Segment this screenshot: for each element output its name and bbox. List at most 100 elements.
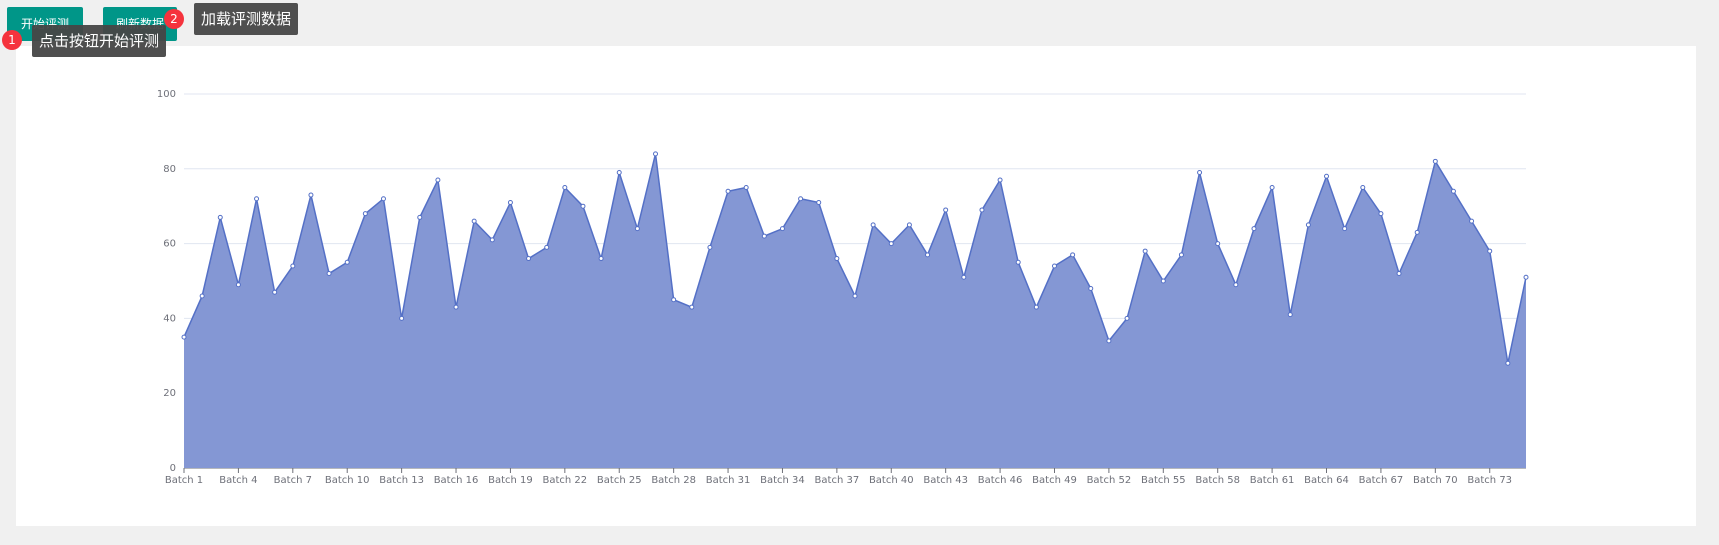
data-point[interactable] [1215, 241, 1221, 247]
x-tick-label: Batch 46 [978, 475, 1023, 486]
data-point[interactable] [961, 274, 967, 280]
y-tick-label: 60 [163, 239, 176, 250]
x-tick-label: Batch 34 [760, 475, 805, 486]
data-point[interactable] [1088, 285, 1094, 291]
data-point[interactable] [1033, 304, 1039, 310]
data-point[interactable] [453, 304, 459, 310]
x-tick-label: Batch 31 [706, 475, 751, 486]
x-tick-label: Batch 64 [1304, 475, 1349, 486]
y-tick-label: 100 [157, 89, 176, 100]
data-point[interactable] [308, 192, 314, 198]
data-point[interactable] [906, 222, 912, 228]
data-point[interactable] [217, 214, 223, 220]
x-tick-label: Batch 16 [434, 475, 479, 486]
data-point[interactable] [870, 222, 876, 228]
data-point[interactable] [1178, 252, 1184, 258]
data-point[interactable] [707, 244, 713, 250]
data-point[interactable] [725, 188, 731, 194]
area-chart[interactable]: 0 20 40 60 80 100 Batch 1 Batch 4 Batch 7 Batch 1… [16, 46, 1696, 526]
data-point[interactable] [290, 263, 296, 269]
data-point[interactable] [471, 218, 477, 224]
data-point[interactable] [544, 244, 550, 250]
data-point[interactable] [1505, 360, 1511, 366]
data-point[interactable] [979, 207, 985, 213]
data-point[interactable] [1378, 211, 1384, 217]
data-point[interactable] [417, 214, 423, 220]
data-point[interactable] [1523, 274, 1529, 280]
data-point[interactable] [1432, 158, 1438, 164]
guide-tooltip-refresh: 加载评测数据 [194, 3, 299, 35]
data-point[interactable] [1142, 248, 1148, 254]
data-point[interactable] [1160, 278, 1166, 284]
data-point[interactable] [1106, 338, 1112, 344]
data-point[interactable] [1124, 315, 1130, 321]
chart-panel: 0 20 40 60 80 100 Batch 1 Batch 4 Batch 7 Batch 1… [16, 46, 1696, 526]
data-point[interactable] [1396, 271, 1402, 277]
x-tick-label: Batch 13 [379, 475, 424, 486]
data-point[interactable] [761, 233, 767, 239]
data-point[interactable] [489, 237, 495, 243]
data-point[interactable] [1251, 226, 1257, 232]
data-point[interactable] [199, 293, 205, 299]
data-point[interactable] [925, 252, 931, 258]
data-point[interactable] [380, 196, 386, 202]
data-point[interactable] [344, 259, 350, 265]
data-point[interactable] [997, 177, 1003, 183]
data-point[interactable] [181, 334, 187, 340]
x-tick-label: Batch 7 [274, 475, 312, 486]
data-point[interactable] [1197, 170, 1203, 176]
data-point[interactable] [235, 282, 241, 288]
x-tick-label: Batch 52 [1087, 475, 1132, 486]
data-point[interactable] [1324, 173, 1330, 179]
data-point[interactable] [816, 199, 822, 205]
data-point[interactable] [779, 226, 785, 232]
x-tick-label: Batch 25 [597, 475, 642, 486]
data-point[interactable] [888, 241, 894, 247]
data-point[interactable] [943, 207, 949, 213]
data-point[interactable] [689, 304, 695, 310]
data-point[interactable] [743, 185, 749, 190]
data-point[interactable] [254, 196, 260, 202]
x-tick-label: Batch 19 [488, 475, 533, 486]
data-point[interactable] [634, 226, 640, 232]
data-point[interactable] [399, 315, 405, 321]
data-point[interactable] [507, 199, 513, 205]
data-point[interactable] [1342, 226, 1348, 232]
x-tick-label: Batch 40 [869, 475, 914, 486]
data-point[interactable] [852, 293, 858, 299]
data-point[interactable] [435, 177, 441, 183]
x-tick-label: Batch 55 [1141, 475, 1186, 486]
data-point[interactable] [1487, 248, 1493, 254]
data-point[interactable] [1070, 252, 1076, 258]
x-tick-label: Batch 37 [815, 475, 860, 486]
x-tick-label: Batch 67 [1359, 475, 1404, 486]
data-point[interactable] [616, 170, 622, 176]
data-point[interactable] [272, 289, 278, 295]
data-point[interactable] [1051, 263, 1057, 269]
data-point[interactable] [1360, 185, 1366, 190]
data-point[interactable] [1414, 229, 1420, 235]
data-point[interactable] [326, 271, 332, 277]
x-tick-label: Batch 58 [1195, 475, 1240, 486]
x-tick-label: Batch 1 [165, 475, 203, 486]
data-point[interactable] [834, 256, 840, 262]
data-point[interactable] [580, 203, 586, 209]
data-point[interactable] [1233, 282, 1239, 288]
data-point[interactable] [1450, 188, 1456, 194]
data-point[interactable] [362, 211, 368, 217]
data-point[interactable] [598, 256, 604, 262]
data-point[interactable] [653, 151, 659, 157]
data-point[interactable] [798, 196, 804, 202]
y-tick-label: 20 [163, 388, 176, 399]
data-point[interactable] [671, 297, 677, 303]
data-point[interactable] [1015, 259, 1021, 265]
data-point[interactable] [1469, 218, 1475, 224]
data-point[interactable] [1287, 312, 1293, 318]
x-tick-label: Batch 49 [1032, 475, 1077, 486]
data-point[interactable] [526, 256, 532, 262]
x-tick-label: Batch 10 [325, 475, 370, 486]
data-point[interactable] [1269, 185, 1275, 190]
data-point[interactable] [1305, 222, 1311, 228]
data-point[interactable] [562, 185, 568, 190]
guide-tooltip-start: 点击按钮开始评测 [32, 25, 167, 57]
